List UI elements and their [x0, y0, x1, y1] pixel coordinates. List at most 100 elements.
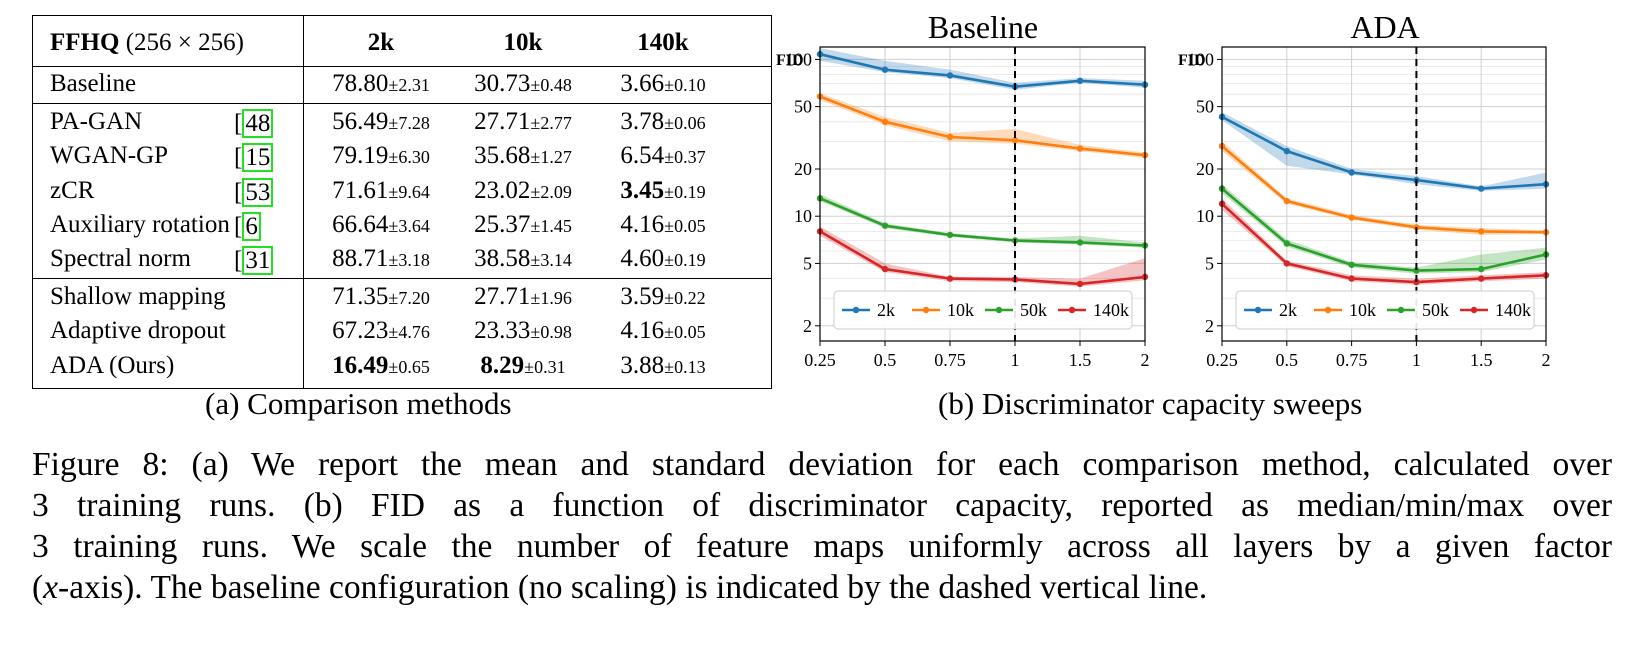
citation-reference[interactable]: [53 [234, 177, 274, 207]
method-name: zCR [50, 176, 95, 204]
series-band-2k [1222, 112, 1546, 191]
fid-std: 7.20 [388, 288, 429, 308]
fid-mean: 23.33 [474, 317, 531, 345]
fid-mean: 79.19 [332, 142, 389, 170]
figure-caption: Figure 8: (a) We report the mean and sta… [32, 444, 1612, 608]
legend-label: 10k [1349, 300, 1376, 320]
fid-mean: 88.71 [332, 245, 389, 272]
x-tick-label: 0.5 [874, 350, 897, 370]
series-line-10k [1221, 145, 1547, 234]
data-point-140k [1076, 280, 1084, 288]
series-line-140k [819, 230, 1146, 286]
citation-reference[interactable]: [15 [234, 143, 274, 173]
legend-marker-10k [1324, 306, 1332, 314]
fid-value: 79.196.30 [311, 143, 451, 168]
citation-link[interactable]: 53 [242, 177, 274, 207]
fid-std: 6.30 [388, 147, 429, 167]
plot-frame [819, 46, 1146, 342]
legend-label: 140k [1495, 300, 1531, 320]
fid-mean: 23.02 [474, 176, 531, 204]
data-point-140k [1413, 278, 1420, 286]
legend-label: 50k [1422, 300, 1449, 320]
column-header: 10k [503, 29, 543, 56]
data-point-140k [1478, 275, 1485, 282]
fid-mean: 6.54 [620, 142, 665, 170]
fid-std: 0.06 [664, 113, 705, 133]
fid-value: 71.619.64 [311, 178, 451, 203]
fid-value: 66.643.64 [311, 212, 451, 237]
citation-reference[interactable]: [48 [234, 109, 274, 139]
fid-std: 0.13 [664, 357, 705, 377]
legend-marker-50k [1397, 306, 1405, 314]
legend-box [833, 290, 1133, 330]
x-tick-label: 1 [1011, 350, 1020, 370]
series-band-140k [820, 226, 1145, 287]
x-tick-label: 0.5 [1276, 350, 1299, 370]
data-point-2k [1348, 169, 1355, 176]
y-tick-label: 50 [794, 97, 812, 117]
legend-marker-2k [1254, 306, 1262, 314]
subcaption-a: (a) Comparison methods [205, 386, 512, 421]
fid-std: 3.18 [388, 250, 429, 270]
citation-link[interactable]: 6 [242, 211, 261, 241]
citation-link[interactable]: 15 [242, 143, 274, 173]
legend-label: 50k [1020, 300, 1047, 320]
fid-mean: 3.45 [620, 176, 665, 204]
citation-link[interactable]: 48 [242, 109, 274, 139]
y-tick-label: 10 [1196, 206, 1214, 226]
data-point-10k [1283, 197, 1291, 205]
x-tick-label: 0.75 [1336, 350, 1368, 370]
y-tick-label: 20 [794, 159, 812, 179]
y-tick-label: 2 [803, 316, 812, 336]
fid-mean: 3.59 [620, 283, 665, 311]
y-tick-label: 100 [1187, 49, 1214, 69]
fid-std: 0.37 [664, 147, 705, 167]
data-point-10k [1011, 137, 1019, 144]
data-point-10k [881, 118, 889, 126]
y-tick-label: 50 [1196, 97, 1214, 117]
x-variable: x [43, 569, 59, 606]
legend-marker-140k [1470, 306, 1478, 314]
citation-link[interactable]: 31 [242, 246, 274, 275]
data-point-2k [1076, 77, 1084, 85]
fid-std: 0.19 [664, 250, 705, 270]
fid-std: 1.27 [530, 147, 571, 167]
method-name: Baseline [50, 70, 137, 97]
fid-mean: 35.68 [474, 142, 531, 170]
fid-mean: 71.35 [332, 283, 389, 311]
citation-reference[interactable]: [31 [234, 246, 274, 275]
fid-value: 23.022.09 [453, 178, 593, 203]
fid-value: 3.450.19 [593, 178, 733, 203]
fid-std: 3.14 [530, 250, 571, 270]
data-point-140k [1348, 275, 1355, 282]
fid-mean: 4.60 [620, 245, 665, 272]
method-name: WGAN-GP [50, 142, 169, 170]
fid-std: 1.96 [530, 288, 571, 308]
chart-title: ADA [1350, 9, 1419, 45]
citation-reference[interactable]: [6 [234, 211, 261, 241]
legend-label: 10k [947, 300, 974, 320]
series-line-2k [1221, 115, 1547, 190]
subcaption-b: (b) Discriminator capacity sweeps [938, 386, 1363, 421]
fid-value: 25.371.45 [453, 212, 593, 237]
fid-std: 0.22 [664, 288, 705, 308]
fid-mean: 56.49 [332, 108, 389, 136]
series-line-50k [1221, 187, 1547, 272]
fid-mean: 3.78 [620, 108, 665, 136]
data-point-140k [946, 275, 954, 282]
plot-frame [1221, 46, 1547, 342]
data-point-50k [1076, 239, 1084, 246]
caption-line: (x-axis). The baseline configuration (no… [32, 569, 1208, 606]
x-tick-label: 2 [1542, 350, 1551, 370]
fid-mean: 30.73 [474, 70, 531, 97]
fid-value: 27.711.96 [453, 284, 593, 309]
data-point-50k [1413, 267, 1420, 274]
fid-value: 4.600.19 [593, 246, 733, 271]
table-group-separator [33, 278, 771, 280]
data-point-10k [946, 133, 954, 141]
method-name: Auxiliary rotation [50, 210, 230, 238]
fid-value: 8.290.31 [453, 353, 593, 378]
chart-panel-0: 2 5 10 20 50 100 0.25 0.5 0.75 1 1.5 2 Baseline FID 2k… [776, 9, 1150, 370]
y-tick-label: 5 [1205, 253, 1214, 273]
data-point-2k [1283, 147, 1291, 155]
